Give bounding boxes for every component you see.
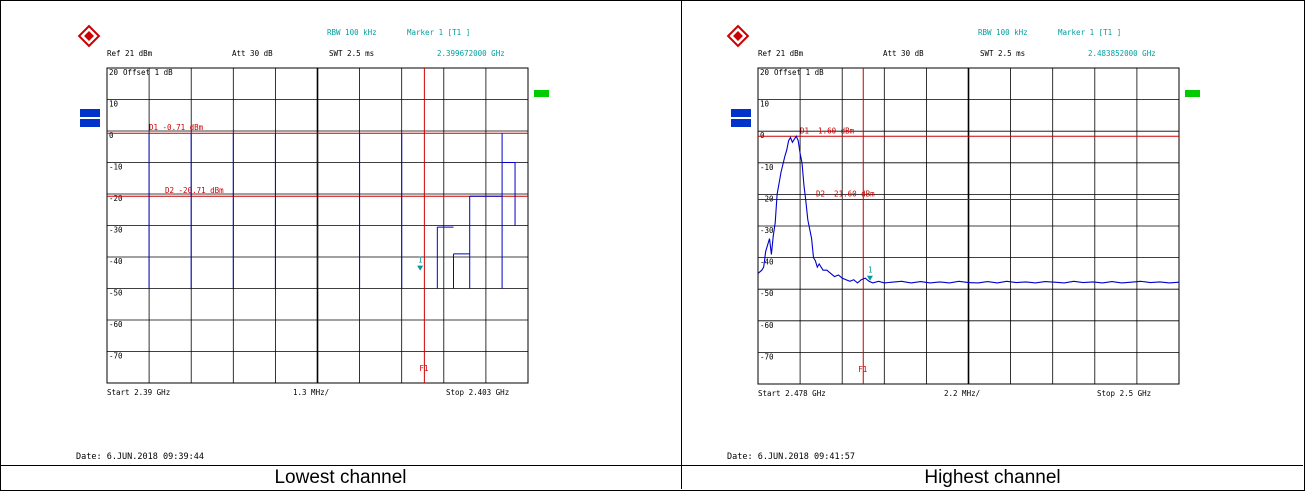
date-label: Date: 6.JUN.2018 09:41:57 — [727, 452, 855, 462]
display-line-label: D2 -20.71 dBm — [165, 186, 224, 195]
f1-label: F1 — [419, 364, 428, 373]
spectrum-panel-highest: RBW 100 kHz Marker 1 [T1 ] Ref 21 dBm Att 3… — [682, 1, 1305, 465]
caption-highest-channel: Highest channel — [924, 467, 1061, 488]
trace-indicator-badge — [534, 90, 549, 97]
caption-divider — [0, 465, 1303, 466]
header-ref-level: Ref 21 dBm — [107, 49, 153, 58]
spectrum-svg: RBW 100 kHz Marker 1 [T1 ] Ref 21 dBm Att 3… — [76, 24, 549, 462]
rohde-schwarz-logo-icon — [726, 24, 750, 48]
display-line-label: D1 -0.71 dBm — [149, 123, 204, 132]
trace-mode-badge-bottom — [731, 119, 751, 127]
y-tick-label: -10 — [760, 163, 774, 172]
trace-mode-badge-top — [731, 109, 751, 117]
header-marker-label: Marker 1 [T1 ] — [407, 28, 470, 37]
y-tick-label: 0 — [109, 131, 114, 140]
column-divider — [681, 0, 682, 489]
span-per-division-label: 1.3 MHz/ — [293, 388, 329, 397]
stop-frequency-label: Stop 2.5 GHz — [1097, 389, 1151, 398]
trace-indicator-badge — [1185, 90, 1200, 97]
y-tick-label: -20 — [109, 194, 123, 203]
date-label: Date: 6.JUN.2018 09:39:44 — [76, 452, 204, 462]
header-marker-frequency: 2.483852000 GHz — [1088, 49, 1156, 58]
y-tick-label: -30 — [760, 226, 774, 235]
header-marker-frequency: 2.399672000 GHz — [437, 49, 505, 58]
y-tick-label: 10 — [109, 100, 119, 109]
spectrum-panel-lowest: RBW 100 kHz Marker 1 [T1 ] Ref 21 dBm Att 3… — [1, 1, 681, 465]
start-frequency-label: Start 2.39 GHz — [107, 388, 170, 397]
y-tick-label: -50 — [109, 289, 123, 298]
display-line-label: D2 -21.60 dBm — [816, 189, 875, 198]
header-rbw: RBW 100 kHz — [978, 28, 1028, 37]
header-sweep-time: SWT 2.5 ms — [980, 49, 1025, 58]
logo-core — [733, 31, 743, 41]
trace-mode-badge-bottom — [80, 119, 100, 127]
stop-frequency-label: Stop 2.403 GHz — [446, 388, 509, 397]
header-rbw: RBW 100 kHz — [327, 28, 377, 37]
f1-label: F1 — [858, 365, 867, 374]
header-attenuation: Att 30 dB — [232, 49, 273, 58]
y-tick-label: 10 — [760, 100, 770, 109]
display-line-label: D1 -1.60 dBm — [800, 126, 855, 135]
header-ref-level: Ref 21 dBm — [758, 49, 804, 58]
offset-label: Offset 1 dB — [123, 68, 173, 77]
spectrum-svg: RBW 100 kHz Marker 1 [T1 ] Ref 21 dBm Att 3… — [726, 24, 1200, 462]
header-marker-label: Marker 1 [T1 ] — [1058, 28, 1121, 37]
y-tick-label: 0 — [760, 131, 765, 140]
header-sweep-time: SWT 2.5 ms — [329, 49, 374, 58]
y-tick-label: 20 — [760, 68, 770, 77]
marker-number: 1 — [868, 266, 873, 275]
marker-triangle-icon — [866, 275, 873, 281]
y-tick-label: -20 — [760, 194, 774, 203]
y-tick-label: -60 — [109, 320, 123, 329]
spectrum-trace — [757, 135, 1180, 284]
offset-label: Offset 1 dB — [774, 68, 824, 77]
marker-number: 1 — [418, 256, 423, 265]
y-tick-label: -50 — [760, 289, 774, 298]
y-tick-label: 20 — [109, 68, 119, 77]
header-attenuation: Att 30 dB — [883, 49, 924, 58]
y-tick-label: -70 — [109, 352, 123, 361]
start-frequency-label: Start 2.478 GHz — [758, 389, 826, 398]
y-tick-label: -30 — [109, 226, 123, 235]
y-tick-label: -40 — [109, 257, 123, 266]
span-per-division-label: 2.2 MHz/ — [944, 389, 980, 398]
trace-mode-badge-top — [80, 109, 100, 117]
rohde-schwarz-logo-icon — [77, 24, 101, 48]
y-tick-label: -70 — [760, 352, 774, 361]
marker-triangle-icon — [417, 265, 424, 271]
y-tick-label: -60 — [760, 321, 774, 330]
y-tick-label: -40 — [760, 258, 774, 267]
caption-lowest-channel: Lowest channel — [274, 467, 407, 488]
y-tick-label: -10 — [109, 163, 123, 172]
